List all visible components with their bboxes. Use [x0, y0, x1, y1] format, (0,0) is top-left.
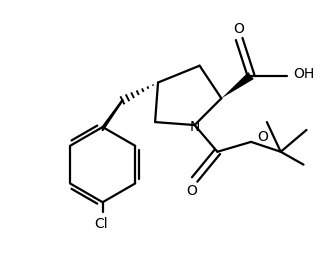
Text: O: O: [257, 130, 268, 144]
Polygon shape: [221, 72, 254, 98]
Text: Cl: Cl: [95, 217, 108, 231]
Text: N: N: [190, 120, 200, 134]
Text: OH: OH: [294, 67, 315, 81]
Text: O: O: [186, 184, 197, 198]
Text: O: O: [234, 22, 245, 36]
